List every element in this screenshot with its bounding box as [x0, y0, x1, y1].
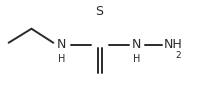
Text: NH: NH — [164, 38, 182, 51]
Text: H: H — [133, 53, 140, 64]
Text: S: S — [95, 5, 103, 18]
Text: 2: 2 — [175, 51, 181, 60]
Text: N: N — [132, 38, 141, 51]
Text: H: H — [58, 53, 66, 64]
Text: N: N — [57, 38, 67, 51]
